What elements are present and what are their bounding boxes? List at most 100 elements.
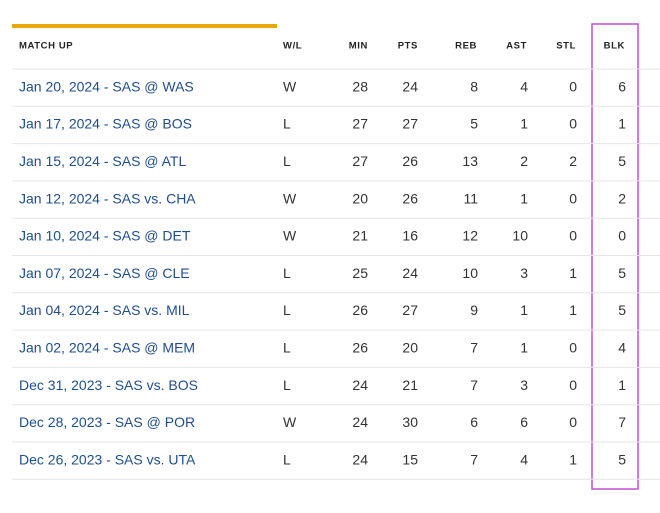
stat-cell: 25 (352, 265, 368, 281)
stat-cell: 1 (569, 302, 577, 318)
column-header: MIN (349, 41, 368, 52)
stat-cell: 24 (352, 451, 368, 467)
stat-cell: L (283, 153, 291, 169)
column-header: AST (506, 41, 527, 52)
matchup-link[interactable]: Jan 10, 2024 - SAS @ DET (19, 228, 191, 244)
stat-cell: 1 (520, 339, 528, 355)
stat-cell: 10 (512, 228, 528, 244)
stat-cell: 5 (618, 153, 626, 169)
stat-cell: L (283, 339, 291, 355)
stat-cell: 3 (520, 377, 528, 393)
stat-cell: 2 (569, 153, 577, 169)
column-header: STL (556, 41, 576, 52)
stat-cell: 1 (569, 265, 577, 281)
stat-cell: 28 (352, 78, 368, 94)
stat-cell: 5 (470, 116, 478, 132)
column-header: W/L (283, 41, 302, 52)
column-header: BLK (604, 41, 625, 52)
stat-cell: 1 (569, 451, 577, 467)
matchup-link[interactable]: Jan 12, 2024 - SAS vs. CHA (19, 190, 196, 206)
matchup-link[interactable]: Jan 04, 2024 - SAS vs. MIL (19, 302, 190, 318)
stat-cell: L (283, 265, 291, 281)
stat-cell: 1 (618, 377, 626, 393)
stat-cell: 11 (463, 190, 478, 206)
stat-cell: 0 (569, 414, 577, 430)
stat-cell: 7 (470, 377, 478, 393)
stat-cell: 24 (402, 78, 418, 94)
stat-cell: W (283, 414, 297, 430)
stat-cell: 0 (569, 228, 577, 244)
stat-cell: 0 (618, 228, 626, 244)
stat-cell: 2 (618, 190, 626, 206)
stat-cell: 27 (352, 116, 368, 132)
matchup-link[interactable]: Jan 15, 2024 - SAS @ ATL (19, 153, 186, 169)
stat-cell: 8 (470, 78, 478, 94)
stat-cell: 0 (569, 377, 577, 393)
matchup-link[interactable]: Dec 31, 2023 - SAS vs. BOS (19, 377, 198, 393)
stat-cell: 10 (462, 265, 478, 281)
stat-cell: L (283, 116, 291, 132)
accent-bar (12, 24, 277, 28)
stat-cell: 20 (402, 339, 418, 355)
stat-cell: 5 (618, 265, 626, 281)
matchup-link[interactable]: Jan 17, 2024 - SAS @ BOS (19, 116, 192, 132)
stat-cell: 26 (402, 190, 418, 206)
stat-cell: 24 (352, 377, 368, 393)
stat-cell: 7 (470, 451, 478, 467)
stat-cell: 7 (618, 414, 626, 430)
stat-cell: 26 (402, 153, 418, 169)
stat-cell: 4 (520, 78, 528, 94)
stat-cell: W (283, 78, 297, 94)
matchup-link[interactable]: Dec 26, 2023 - SAS vs. UTA (19, 451, 196, 467)
stat-cell: 30 (402, 414, 418, 430)
stat-cell: 6 (618, 78, 626, 94)
stat-cell: 4 (618, 339, 626, 355)
stat-cell: 16 (402, 228, 418, 244)
stat-cell: 2 (520, 153, 528, 169)
stat-cell: 21 (352, 228, 368, 244)
stat-cell: 27 (352, 153, 368, 169)
stat-cell: 12 (462, 228, 478, 244)
stat-cell: 13 (462, 153, 478, 169)
matchup-link[interactable]: Jan 07, 2024 - SAS @ CLE (19, 265, 190, 281)
stat-cell: 3 (520, 265, 528, 281)
stat-cell: 21 (402, 377, 418, 393)
column-header: PTS (398, 41, 418, 52)
column-header: MATCH UP (19, 41, 73, 52)
stat-cell: 0 (569, 190, 577, 206)
stat-cell: 1 (520, 302, 528, 318)
stat-cell: 26 (352, 339, 368, 355)
stat-cell: W (283, 190, 297, 206)
stat-cell: 5 (618, 302, 626, 318)
stat-cell: 0 (569, 339, 577, 355)
stat-cell: 27 (402, 116, 418, 132)
stat-cell: 7 (470, 339, 478, 355)
stat-cell: 4 (520, 451, 528, 467)
stat-cell: 26 (352, 302, 368, 318)
stat-cell: 6 (520, 414, 528, 430)
stat-cell: L (283, 451, 291, 467)
stat-cell: 15 (402, 451, 418, 467)
stat-cell: 1 (520, 190, 528, 206)
stat-cell: 0 (569, 78, 577, 94)
stat-cell: 24 (352, 414, 368, 430)
stat-cell: 9 (470, 302, 478, 318)
highlight-box (591, 23, 639, 490)
stat-cell: 5 (618, 451, 626, 467)
stat-cell: 0 (569, 116, 577, 132)
stat-cell: W (283, 228, 297, 244)
matchup-link[interactable]: Dec 28, 2023 - SAS @ POR (19, 414, 195, 430)
column-header: REB (455, 41, 477, 52)
stat-cell: 6 (470, 414, 478, 430)
stat-cell: 27 (402, 302, 418, 318)
stat-cell: 20 (352, 190, 368, 206)
matchup-link[interactable]: Jan 02, 2024 - SAS @ MEM (19, 339, 195, 355)
stat-cell: 24 (402, 265, 418, 281)
stat-cell: 1 (618, 116, 626, 132)
matchup-link[interactable]: Jan 20, 2024 - SAS @ WAS (19, 78, 194, 94)
stat-cell: 1 (520, 116, 528, 132)
stat-cell: L (283, 377, 291, 393)
stat-cell: L (283, 302, 291, 318)
